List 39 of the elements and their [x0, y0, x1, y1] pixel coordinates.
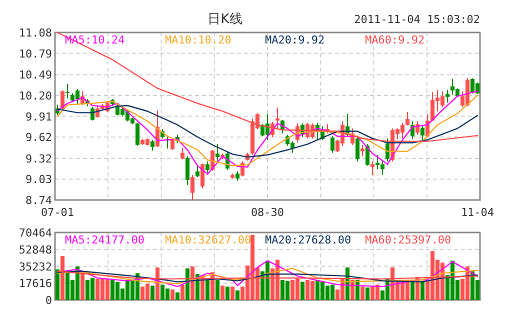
text: 2011-11-04 15:03:02 — [354, 13, 480, 26]
x-tick-label: 08-30 — [250, 206, 284, 219]
y-tick-label: 9.32 — [26, 152, 52, 166]
y-tick-label: 17616 — [18, 277, 52, 290]
legend: MA5:24177.00 MA10:32627.00 MA20:27628.00 MA60:25397.00 — [65, 234, 452, 246]
bar — [180, 284, 184, 300]
x-tick-label: 07-01 — [40, 206, 74, 219]
bar — [176, 292, 180, 300]
y-tick-label: 9.62 — [26, 131, 52, 144]
bar — [420, 280, 424, 300]
y-tick-label: 70464 — [18, 226, 52, 240]
bar — [206, 280, 210, 300]
line-series — [56, 32, 478, 142]
y-tick-label: 52848 — [18, 243, 52, 256]
y-tick-label: 0 — [45, 294, 52, 307]
y-tick-label: 8.74 — [26, 194, 52, 207]
y-tick-label: 9.03 — [26, 173, 52, 186]
bar — [56, 269, 60, 300]
bar — [410, 282, 414, 300]
line-series — [56, 270, 478, 282]
chart-title: 日K线 — [208, 12, 242, 27]
bar — [366, 288, 370, 300]
y-tick-label: 9.91 — [26, 110, 52, 124]
bar — [360, 286, 364, 300]
bar — [220, 286, 224, 300]
bar — [216, 280, 220, 300]
bar — [150, 286, 154, 300]
bar — [300, 282, 304, 300]
y-tick-label: 10.20 — [18, 89, 52, 102]
bar — [226, 286, 230, 300]
x-tick-label: 11-04 — [460, 206, 494, 219]
bar — [170, 289, 174, 300]
bar — [236, 290, 240, 300]
y-tick-label: 11.08 — [18, 26, 52, 40]
y-tick-label: 10.79 — [18, 47, 52, 60]
line-series — [56, 268, 478, 284]
y-tick-label: 10.49 — [18, 68, 52, 82]
bar — [230, 286, 234, 300]
y-tick-label: 35232 — [18, 260, 52, 274]
